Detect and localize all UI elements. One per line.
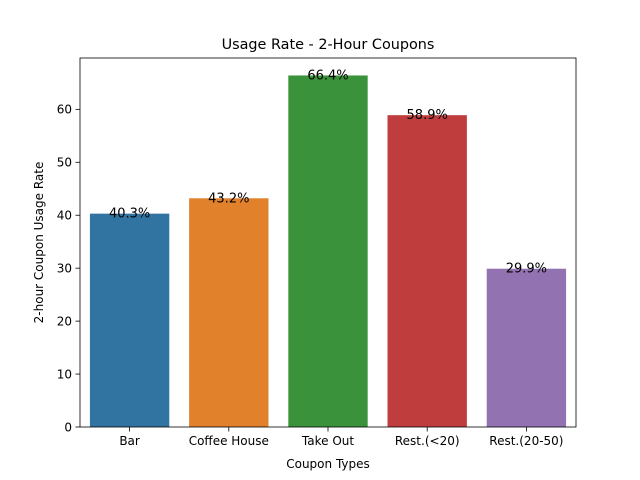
y-axis-label: 2-hour Coupon Usage Rate [32,162,46,324]
x-tick-label-4: Rest.(20-50) [489,434,563,448]
data-label-2: 66.4% [307,68,348,83]
bar-1 [189,198,269,427]
y-tick-label-6: 60 [57,103,72,117]
data-label-0: 40.3% [109,207,150,222]
data-label-4: 29.9% [506,262,547,277]
data-label-1: 43.2% [208,191,249,206]
x-tick-label-0: Bar [119,434,140,448]
y-tick-label-2: 20 [57,314,72,328]
y-tick-label-5: 50 [57,156,72,170]
x-tick-label-1: Coffee House [189,434,269,448]
bars-group [89,75,567,428]
y-tick-label-0: 0 [64,420,72,434]
x-axis-label: Coupon Types [286,457,370,471]
bar-2 [288,75,368,427]
y-tick-label-3: 30 [57,261,72,275]
x-tick-label-2: Take Out [301,434,354,448]
y-axis: 0 10 20 30 40 50 60 [57,103,80,434]
x-tick-label-3: Rest.(<20) [395,434,460,448]
y-tick-label-4: 40 [57,209,72,223]
bar-3 [387,115,467,428]
data-labels-group: 40.3% 43.2% 66.4% 58.9% 29.9% [109,68,547,276]
bar-0 [89,213,170,427]
x-axis: Bar Coffee House Take Out Rest.(<20) Rest.(2… [119,427,563,448]
data-label-3: 58.9% [407,108,448,123]
chart-title: Usage Rate - 2-Hour Coupons [222,37,435,53]
bar-4 [486,268,567,427]
y-tick-label-1: 10 [57,367,72,381]
